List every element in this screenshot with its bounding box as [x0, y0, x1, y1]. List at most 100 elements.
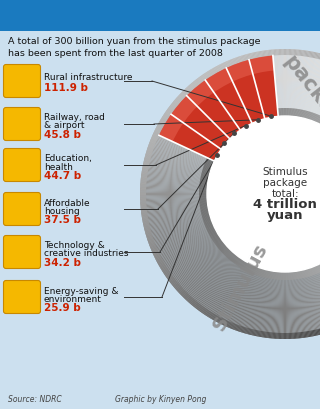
Wedge shape — [280, 49, 283, 116]
Wedge shape — [176, 97, 182, 102]
Wedge shape — [140, 184, 207, 189]
Wedge shape — [318, 264, 320, 326]
Wedge shape — [291, 333, 292, 339]
Wedge shape — [274, 109, 276, 117]
Wedge shape — [212, 147, 220, 152]
Wedge shape — [158, 261, 164, 265]
Text: Affordable: Affordable — [44, 198, 91, 207]
Wedge shape — [237, 258, 242, 266]
Wedge shape — [244, 263, 249, 270]
Wedge shape — [201, 209, 209, 212]
Wedge shape — [210, 69, 245, 127]
Wedge shape — [149, 243, 155, 246]
Wedge shape — [205, 259, 243, 316]
Wedge shape — [148, 147, 154, 150]
Wedge shape — [161, 117, 219, 153]
Wedge shape — [200, 76, 240, 131]
Wedge shape — [304, 110, 307, 119]
Wedge shape — [231, 255, 237, 262]
Wedge shape — [232, 267, 257, 329]
Wedge shape — [157, 124, 164, 128]
Wedge shape — [210, 152, 217, 156]
Wedge shape — [165, 112, 171, 116]
Wedge shape — [316, 115, 320, 123]
Wedge shape — [274, 271, 276, 279]
Wedge shape — [141, 178, 207, 186]
Wedge shape — [316, 329, 319, 335]
Wedge shape — [165, 272, 171, 276]
FancyBboxPatch shape — [4, 148, 41, 182]
Wedge shape — [199, 194, 207, 195]
Wedge shape — [247, 270, 266, 335]
Wedge shape — [150, 140, 156, 143]
Wedge shape — [157, 260, 164, 264]
Wedge shape — [207, 260, 244, 317]
Wedge shape — [199, 187, 207, 188]
Wedge shape — [141, 207, 147, 209]
Wedge shape — [263, 111, 266, 119]
Wedge shape — [319, 63, 320, 124]
Wedge shape — [241, 268, 262, 333]
Wedge shape — [200, 179, 208, 181]
Wedge shape — [305, 270, 307, 277]
Wedge shape — [292, 108, 294, 117]
Wedge shape — [150, 223, 213, 249]
Wedge shape — [238, 259, 243, 267]
Text: housing: housing — [44, 207, 80, 216]
Wedge shape — [312, 113, 315, 121]
Wedge shape — [213, 315, 218, 321]
Wedge shape — [203, 74, 241, 130]
Wedge shape — [220, 64, 224, 70]
Wedge shape — [281, 333, 283, 339]
Wedge shape — [300, 270, 303, 278]
Wedge shape — [228, 129, 234, 135]
Wedge shape — [226, 61, 229, 67]
Wedge shape — [219, 244, 226, 250]
Wedge shape — [148, 147, 211, 169]
Wedge shape — [294, 271, 304, 338]
Wedge shape — [276, 108, 277, 117]
Wedge shape — [228, 130, 233, 136]
Wedge shape — [292, 49, 300, 117]
Wedge shape — [158, 232, 217, 265]
Wedge shape — [303, 270, 320, 335]
Wedge shape — [225, 249, 231, 256]
Wedge shape — [145, 155, 210, 174]
Wedge shape — [295, 50, 305, 117]
Wedge shape — [159, 263, 164, 267]
Wedge shape — [178, 95, 228, 141]
Wedge shape — [156, 127, 162, 131]
Wedge shape — [303, 53, 320, 118]
Wedge shape — [154, 130, 215, 160]
Wedge shape — [292, 272, 299, 339]
Wedge shape — [266, 110, 268, 118]
Wedge shape — [270, 332, 272, 338]
Wedge shape — [259, 268, 261, 276]
Wedge shape — [271, 272, 278, 339]
Wedge shape — [303, 110, 306, 118]
Text: package: package — [279, 52, 320, 142]
Wedge shape — [279, 333, 280, 339]
Wedge shape — [174, 100, 179, 105]
Wedge shape — [315, 266, 319, 274]
Wedge shape — [316, 115, 319, 122]
Wedge shape — [269, 271, 271, 279]
Wedge shape — [270, 109, 272, 117]
Wedge shape — [272, 271, 274, 279]
Wedge shape — [177, 246, 228, 292]
Wedge shape — [212, 68, 215, 74]
Wedge shape — [156, 257, 162, 261]
Wedge shape — [265, 270, 268, 278]
Wedge shape — [165, 111, 221, 150]
Wedge shape — [146, 153, 152, 156]
Wedge shape — [230, 254, 236, 261]
Text: Education,: Education, — [44, 155, 92, 164]
Wedge shape — [199, 199, 207, 200]
Wedge shape — [304, 50, 307, 56]
Wedge shape — [157, 231, 216, 263]
Wedge shape — [157, 125, 163, 129]
Wedge shape — [140, 204, 147, 205]
Wedge shape — [233, 125, 239, 132]
Wedge shape — [143, 163, 149, 165]
Text: & airport: & airport — [44, 121, 84, 130]
